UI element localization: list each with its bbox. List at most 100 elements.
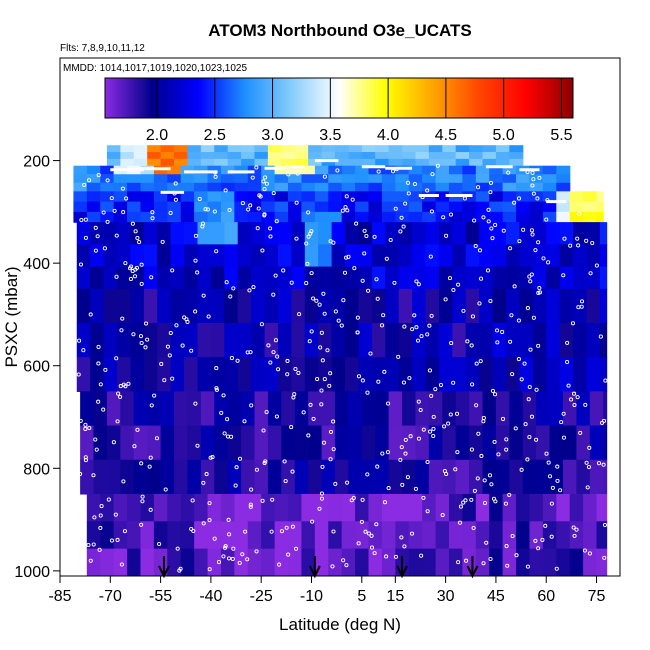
heatmap-cell: [93, 391, 108, 427]
heatmap-cell: [482, 391, 497, 427]
heatmap-cell: [549, 459, 564, 495]
sample-point: [493, 222, 498, 227]
sample-point: [565, 340, 570, 345]
sample-point: [529, 414, 534, 419]
heatmap-cell: [556, 191, 571, 203]
heatmap-cell: [237, 322, 252, 358]
heatmap-cell: [174, 152, 189, 160]
heatmap-cell: [294, 158, 309, 167]
heatmap-cell: [462, 211, 477, 223]
heatmap-cell: [291, 288, 306, 324]
sample-point: [195, 443, 200, 448]
sample-point: [376, 379, 381, 384]
sample-point: [274, 219, 279, 224]
sample-point: [536, 546, 541, 551]
sample-point: [365, 472, 370, 477]
sample-point: [571, 525, 576, 530]
sample-point: [139, 461, 144, 466]
heatmap-cell: [76, 266, 91, 290]
sample-point: [254, 165, 259, 170]
heatmap-cell: [288, 211, 303, 223]
heatmap-cell: [251, 322, 266, 358]
heatmap-cell: [412, 322, 427, 358]
heatmap-cell: [288, 182, 303, 192]
heatmap-cell: [160, 459, 175, 495]
heatmap-cell: [80, 391, 95, 427]
heatmap-cell: [596, 493, 608, 522]
heatmap-cell: [542, 165, 557, 175]
heatmap-cell: [334, 425, 349, 461]
heatmap-cell: [368, 201, 383, 213]
sample-point: [81, 348, 86, 353]
heatmap-cell: [509, 158, 524, 167]
sample-point: [586, 464, 591, 470]
heatmap-cell: [509, 391, 524, 427]
sample-point: [165, 344, 170, 349]
sample-point: [481, 215, 486, 220]
heatmap-cell: [86, 182, 101, 192]
heatmap-cell: [160, 152, 175, 160]
heatmap-cell: [227, 391, 242, 427]
heatmap-cell: [505, 322, 521, 358]
sample-point: [76, 536, 81, 542]
sample-point: [530, 183, 535, 188]
sample-point: [544, 451, 549, 456]
sample-point: [173, 181, 178, 186]
heatmap-cell: [241, 145, 256, 153]
heatmap-cell: [341, 521, 356, 550]
heatmap-cell: [388, 158, 403, 167]
y-tick-label: 800: [23, 461, 50, 478]
sample-point: [505, 563, 510, 568]
heatmap-cell: [573, 266, 588, 290]
heatmap-cell: [355, 493, 370, 522]
heatmap-cell: [435, 174, 450, 184]
heatmap-cell: [455, 158, 470, 167]
heatmap-cell: [117, 266, 132, 290]
heatmap-cell: [170, 222, 185, 245]
heatmap-cell: [509, 152, 524, 160]
heatmap-cell: [529, 182, 544, 192]
heatmap-cell: [130, 222, 145, 245]
heatmap-cell: [502, 165, 517, 175]
heatmap-cell: [505, 222, 521, 245]
sample-point: [119, 328, 124, 333]
heatmap-cell: [334, 459, 349, 495]
sample-point: [490, 236, 495, 241]
sample-point: [231, 546, 236, 551]
heatmap-cell: [113, 201, 128, 213]
sample-point: [602, 555, 607, 560]
sample-point: [435, 163, 440, 168]
sample-point: [402, 544, 407, 549]
sample-point: [93, 225, 98, 230]
heatmap-cell: [267, 152, 282, 160]
heatmap-cell: [133, 459, 148, 495]
heatmap-cell: [345, 357, 360, 392]
sample-point: [345, 208, 350, 213]
sample-point: [81, 496, 86, 501]
heatmap-cell: [395, 191, 410, 203]
heatmap-cell: [331, 357, 346, 392]
heatmap-cell: [341, 182, 356, 192]
sample-point: [541, 256, 546, 261]
heatmap-cell: [479, 222, 494, 245]
heatmap-cell: [103, 244, 118, 268]
heatmap-cell: [589, 459, 604, 495]
heatmap-cell: [348, 152, 363, 160]
sample-point: [512, 200, 517, 205]
sample-point: [204, 472, 209, 477]
heatmap-cell: [277, 266, 292, 290]
sample-point: [248, 504, 253, 509]
heatmap-cell: [331, 322, 346, 358]
heatmap-cell: [492, 244, 507, 268]
heatmap-cell: [170, 288, 185, 324]
x-tick-label: 30: [437, 588, 455, 605]
sample-point: [254, 549, 259, 554]
heatmap-cell: [224, 244, 239, 268]
sample-point: [376, 169, 381, 174]
sample-point: [428, 429, 433, 434]
heatmap-cell: [542, 493, 557, 522]
sample-point: [398, 229, 403, 234]
sample-point: [528, 279, 533, 284]
heatmap-cell: [254, 391, 269, 427]
sample-point: [485, 268, 491, 273]
